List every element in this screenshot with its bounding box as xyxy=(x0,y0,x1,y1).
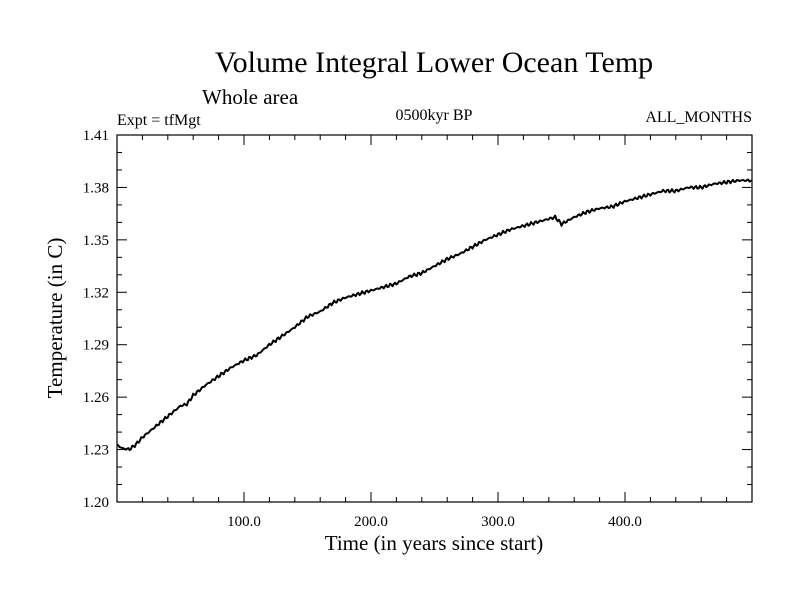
months-label: ALL_MONTHS xyxy=(645,109,752,126)
y-tick-labels: 1.20 1.23 1.26 1.29 1.32 1.35 1.38 1.41 xyxy=(83,128,110,511)
temperature-series-line xyxy=(116,178,753,452)
x-tick-labels: 100.0 200.0 300.0 400.0 xyxy=(227,514,642,530)
y-tick-label: 1.23 xyxy=(83,443,109,459)
x-tick-label: 100.0 xyxy=(227,514,261,530)
y-tick-label: 1.26 xyxy=(83,390,110,406)
y-axis-label: Temperature (in C) xyxy=(43,238,67,399)
x-tick-label: 300.0 xyxy=(481,514,515,530)
y-tick-label: 1.35 xyxy=(83,233,109,249)
chart-subtitle: Whole area xyxy=(202,85,299,109)
x-axis-label: Time (in years since start) xyxy=(325,531,544,555)
plot-frame xyxy=(116,134,753,503)
x-tick-label: 400.0 xyxy=(608,514,642,530)
x-tick-label: 200.0 xyxy=(354,514,388,530)
y-tick-label: 1.41 xyxy=(83,128,109,144)
y-tick-label: 1.29 xyxy=(83,338,109,354)
axis-ticks xyxy=(117,134,752,503)
period-label: 0500kyr BP xyxy=(396,107,473,124)
y-tick-label: 1.32 xyxy=(83,285,109,301)
y-tick-label: 1.38 xyxy=(83,180,109,196)
y-tick-label: 1.20 xyxy=(83,495,109,511)
experiment-label: Expt = tfMgt xyxy=(117,112,201,129)
chart-title: Volume Integral Lower Ocean Temp xyxy=(215,46,653,79)
